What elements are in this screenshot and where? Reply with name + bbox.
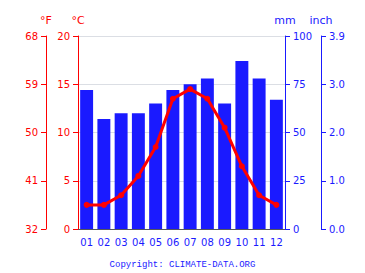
svg-text:mm: mm	[274, 14, 295, 27]
svg-text:11: 11	[253, 237, 266, 248]
svg-text:0: 0	[64, 224, 70, 235]
svg-text:32: 32	[25, 224, 38, 235]
svg-text:15: 15	[57, 79, 70, 90]
svg-text:0.0: 0.0	[329, 224, 345, 235]
svg-text:02: 02	[98, 237, 111, 248]
svg-text:2.0: 2.0	[329, 127, 345, 138]
svg-text:41: 41	[25, 175, 38, 186]
svg-text:04: 04	[132, 237, 145, 248]
svg-text:10: 10	[57, 127, 70, 138]
svg-text:08: 08	[201, 237, 214, 248]
svg-text:09: 09	[218, 237, 231, 248]
svg-text:12: 12	[270, 237, 283, 248]
svg-text:01: 01	[80, 237, 93, 248]
svg-text:1.0: 1.0	[329, 175, 345, 186]
svg-text:3.0: 3.0	[329, 79, 345, 90]
svg-text:0: 0	[293, 224, 299, 235]
svg-text:75: 75	[293, 79, 306, 90]
svg-text:50: 50	[25, 127, 38, 138]
svg-text:inch: inch	[309, 14, 332, 27]
svg-text:68: 68	[25, 31, 38, 42]
svg-text:59: 59	[25, 79, 38, 90]
svg-text:05: 05	[149, 237, 162, 248]
svg-text:100: 100	[293, 31, 312, 42]
svg-text:10: 10	[236, 237, 249, 248]
svg-text:50: 50	[293, 127, 306, 138]
svg-text:25: 25	[293, 175, 306, 186]
svg-text:Copyright: CLIMATE-DATA.ORG: Copyright: CLIMATE-DATA.ORG	[110, 260, 256, 270]
svg-text:06: 06	[167, 237, 180, 248]
svg-text:03: 03	[115, 237, 128, 248]
svg-text:07: 07	[184, 237, 197, 248]
svg-text:°F: °F	[40, 14, 52, 27]
svg-text:°C: °C	[71, 14, 85, 27]
svg-text:5: 5	[64, 175, 70, 186]
svg-text:3.9: 3.9	[329, 31, 345, 42]
svg-text:20: 20	[57, 31, 70, 42]
